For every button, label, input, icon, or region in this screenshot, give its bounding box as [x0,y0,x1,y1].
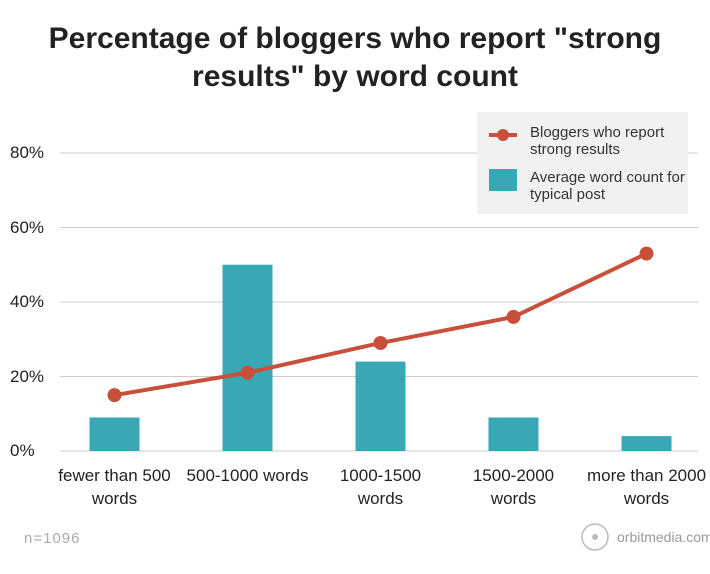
source: orbitmedia.com [617,529,710,545]
note: n=1096 [24,530,81,547]
legend-marker [497,129,509,141]
marker [373,335,388,350]
bar [355,361,406,451]
legend-label: Average word count for typical post [530,169,685,203]
x-tick-label: fewer than 500 words [58,466,171,508]
bar [488,417,539,451]
x-tick-label: 1000-1500 words [339,466,422,508]
marker [107,388,122,403]
legend-label: Bloggers who report strong results [530,124,665,158]
x-tick-label: 500-1000 words [186,466,309,485]
marker [506,309,521,324]
bar [621,436,672,451]
marker [639,246,654,261]
logo [581,523,609,551]
chart-title: Percentage of bloggers who report "stron… [48,22,662,93]
legend-swatch [489,169,517,191]
y-tick-label: 40% [10,292,45,311]
x-tick-label: 1500-2000 words [472,466,555,508]
x-tick-label: more than 2000 words [586,466,707,508]
y-tick-label: 0% [10,441,35,460]
bar [222,264,273,451]
bar [89,417,140,451]
y-tick-label: 20% [10,366,45,386]
legend: Bloggers who report strong results Avera… [477,112,688,214]
marker [240,365,255,380]
y-tick-label: 60% [10,217,45,237]
y-tick-label: 80% [10,143,45,162]
legend-swatches [489,129,517,191]
